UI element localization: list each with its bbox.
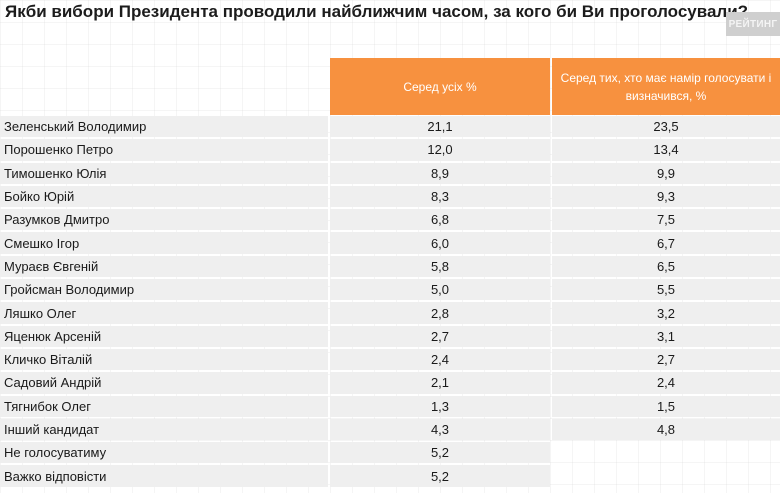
table-row: Смешко Ігор 6,0 6,7 xyxy=(0,232,780,254)
value-all: 5,0 xyxy=(330,279,550,301)
value-decided: 13,4 xyxy=(552,139,780,161)
value-all: 8,3 xyxy=(330,185,550,208)
table-row: Інший кандидат 4,3 4,8 xyxy=(0,418,780,441)
table-row: Тимошенко Юлія 8,9 9,9 xyxy=(0,162,780,184)
table-row: Кличко Віталій 2,4 2,7 xyxy=(0,348,780,371)
value-all: 12,0 xyxy=(330,139,550,161)
value-decided: 6,5 xyxy=(552,255,780,278)
candidate-name: Смешко Ігор xyxy=(0,232,328,254)
table-row: Гройсман Володимир 5,0 5,5 xyxy=(0,279,780,301)
value-all: 1,3 xyxy=(330,395,550,417)
column-header-all: Серед усіх % xyxy=(330,58,550,115)
value-all: 2,7 xyxy=(330,325,550,347)
value-decided-empty xyxy=(552,442,780,463)
candidate-name: Тягнибок Олег xyxy=(0,395,328,417)
value-all: 2,8 xyxy=(330,302,550,324)
value-decided-empty xyxy=(552,465,780,486)
candidate-name: Садовий Андрій xyxy=(0,372,328,394)
value-all: 8,9 xyxy=(330,162,550,184)
value-decided: 3,2 xyxy=(552,302,780,324)
brand-logo: РЕЙТИНГ xyxy=(726,12,780,36)
candidate-name: Разумков Дмитро xyxy=(0,209,328,231)
value-decided: 7,5 xyxy=(552,209,780,231)
value-all: 5,8 xyxy=(330,255,550,278)
table-row: Тягнибок Олег 1,3 1,5 xyxy=(0,395,780,417)
table-row: Бойко Юрій 8,3 9,3 xyxy=(0,185,780,208)
table-row: Ляшко Олег 2,8 3,2 xyxy=(0,302,780,324)
value-all: 6,8 xyxy=(330,209,550,231)
table-row: Зеленський Володимир 21,1 23,5 xyxy=(0,116,780,138)
value-decided: 23,5 xyxy=(552,116,780,138)
candidate-name: Бойко Юрій xyxy=(0,185,328,208)
column-header-decided: Серед тих, хто має намір голосувати і ви… xyxy=(552,58,780,115)
candidate-name: Зеленський Володимир xyxy=(0,116,328,138)
candidate-name: Інший кандидат xyxy=(0,418,328,441)
value-decided: 6,7 xyxy=(552,232,780,254)
value-decided: 1,5 xyxy=(552,395,780,417)
candidate-name: Кличко Віталій xyxy=(0,348,328,371)
candidate-name: Гройсман Володимир xyxy=(0,279,328,301)
value-decided: 9,3 xyxy=(552,185,780,208)
value-all: 6,0 xyxy=(330,232,550,254)
candidate-name: Яценюк Арсеній xyxy=(0,325,328,347)
value-all: 4,3 xyxy=(330,418,550,441)
value-all: 21,1 xyxy=(330,116,550,138)
candidate-name: Не голосуватиму xyxy=(0,442,328,464)
value-decided: 2,7 xyxy=(552,348,780,371)
value-all: 5,2 xyxy=(330,465,550,487)
table-row: Яценюк Арсеній 2,7 3,1 xyxy=(0,325,780,347)
page-title: Якби вибори Президента проводили найближ… xyxy=(5,2,749,21)
candidate-name: Ляшко Олег xyxy=(0,302,328,324)
value-all: 5,2 xyxy=(330,442,550,464)
table-row: Не голосуватиму 5,2 xyxy=(0,442,780,464)
candidate-name: Важко відповісти xyxy=(0,465,328,487)
value-decided: 2,4 xyxy=(552,372,780,394)
candidate-name: Мураєв Євгеній xyxy=(0,255,328,278)
table-row: Важко відповісти 5,2 xyxy=(0,465,780,487)
value-decided: 5,5 xyxy=(552,279,780,301)
value-all: 2,1 xyxy=(330,372,550,394)
value-all: 2,4 xyxy=(330,348,550,371)
candidate-name: Тимошенко Юлія xyxy=(0,162,328,184)
candidate-name: Порошенко Петро xyxy=(0,139,328,161)
table-row: Садовий Андрій 2,1 2,4 xyxy=(0,372,780,394)
value-decided: 9,9 xyxy=(552,162,780,184)
table-row: Мураєв Євгеній 5,8 6,5 xyxy=(0,255,780,278)
table-row: Разумков Дмитро 6,8 7,5 xyxy=(0,209,780,231)
results-table: Зеленський Володимир 21,1 23,5 Порошенко П… xyxy=(0,116,780,489)
value-decided: 4,8 xyxy=(552,418,780,441)
table-row: Порошенко Петро 12,0 13,4 xyxy=(0,139,780,161)
value-decided: 3,1 xyxy=(552,325,780,347)
